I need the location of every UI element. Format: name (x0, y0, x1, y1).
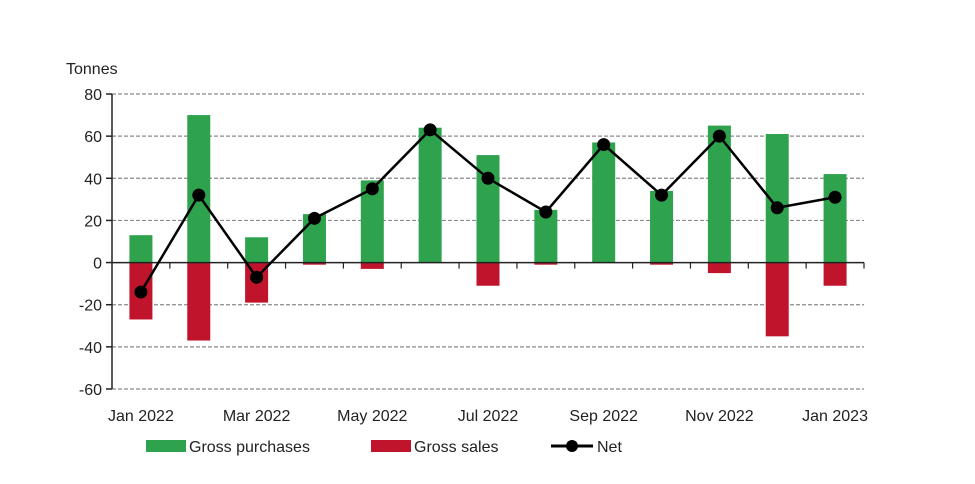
y-tick-label: 40 (84, 171, 102, 188)
net-line-series (134, 123, 842, 299)
gridlines (112, 93, 864, 390)
y-tick-label: 80 (84, 87, 102, 104)
bar-gross-purchases (707, 125, 731, 263)
bar-gross-purchases (765, 134, 789, 263)
net-point (134, 285, 148, 299)
net-point (828, 190, 842, 204)
net-point (192, 188, 206, 202)
bars (129, 115, 847, 341)
x-tick-label: Mar 2022 (223, 408, 291, 425)
x-tick-label: Jan 2023 (802, 408, 868, 425)
bar-gross-purchases (650, 190, 674, 263)
net-point (365, 182, 379, 196)
x-axis-ticks: Jan 2022 Mar 2022 May 2022 Jul 2022 Sep 2022… (108, 408, 868, 425)
x-tick-label: Sep 2022 (569, 408, 638, 425)
net-point (423, 123, 437, 137)
bar-gross-sales (823, 262, 847, 286)
axes (111, 94, 865, 389)
y-tick-label: 60 (84, 129, 102, 146)
bar-gross-purchases (129, 235, 153, 263)
legend-label-net: Net (597, 439, 622, 456)
legend-label-gross-sales: Gross sales (414, 439, 498, 456)
y-tick-label: -60 (79, 382, 102, 399)
net-point (539, 205, 553, 219)
net-point (307, 211, 321, 225)
bar-gross-purchases (245, 237, 269, 263)
bar-gross-purchases (823, 174, 847, 263)
legend-swatch-gross-purchases (146, 440, 186, 452)
y-tick-label: -40 (79, 340, 102, 357)
bar-gross-purchases (360, 180, 384, 263)
bar-gross-sales (650, 262, 674, 265)
bar-gross-sales (707, 262, 731, 274)
legend-label-gross-purchases: Gross purchases (189, 439, 310, 456)
x-tick-label: May 2022 (337, 408, 407, 425)
y-tick-label: -20 (79, 298, 102, 315)
bar-gross-purchases (418, 127, 442, 263)
bar-gross-purchases (592, 142, 616, 263)
net-point (597, 138, 611, 152)
bar-gross-sales (302, 262, 326, 265)
legend-swatch-gross-sales (371, 440, 411, 452)
y-tick-label: 20 (84, 213, 102, 230)
net-point (770, 201, 784, 215)
bar-gross-sales (476, 262, 500, 286)
x-tick-label: Jul 2022 (458, 408, 519, 425)
y-axis-ticks: -60 -40 -20 0 20 40 60 80 (79, 87, 112, 399)
net-point (250, 270, 264, 284)
legend-swatch-net-marker (566, 440, 578, 452)
y-axis-label: Tonnes (66, 61, 118, 78)
bar-gross-purchases (302, 214, 326, 263)
net-point (481, 171, 495, 185)
bar-gross-sales (187, 262, 211, 341)
bar-gross-sales (765, 262, 789, 337)
net-point (655, 188, 669, 202)
legend: Gross purchases Gross sales Net (146, 439, 622, 456)
bar-gross-sales (360, 262, 384, 269)
x-tick-label: Jan 2022 (108, 408, 174, 425)
bar-gross-sales (534, 262, 558, 265)
bar-gross-purchases (534, 209, 558, 263)
y-tick-label: 0 (93, 256, 102, 273)
x-tick-label: Nov 2022 (685, 408, 754, 425)
net-point (712, 129, 726, 143)
